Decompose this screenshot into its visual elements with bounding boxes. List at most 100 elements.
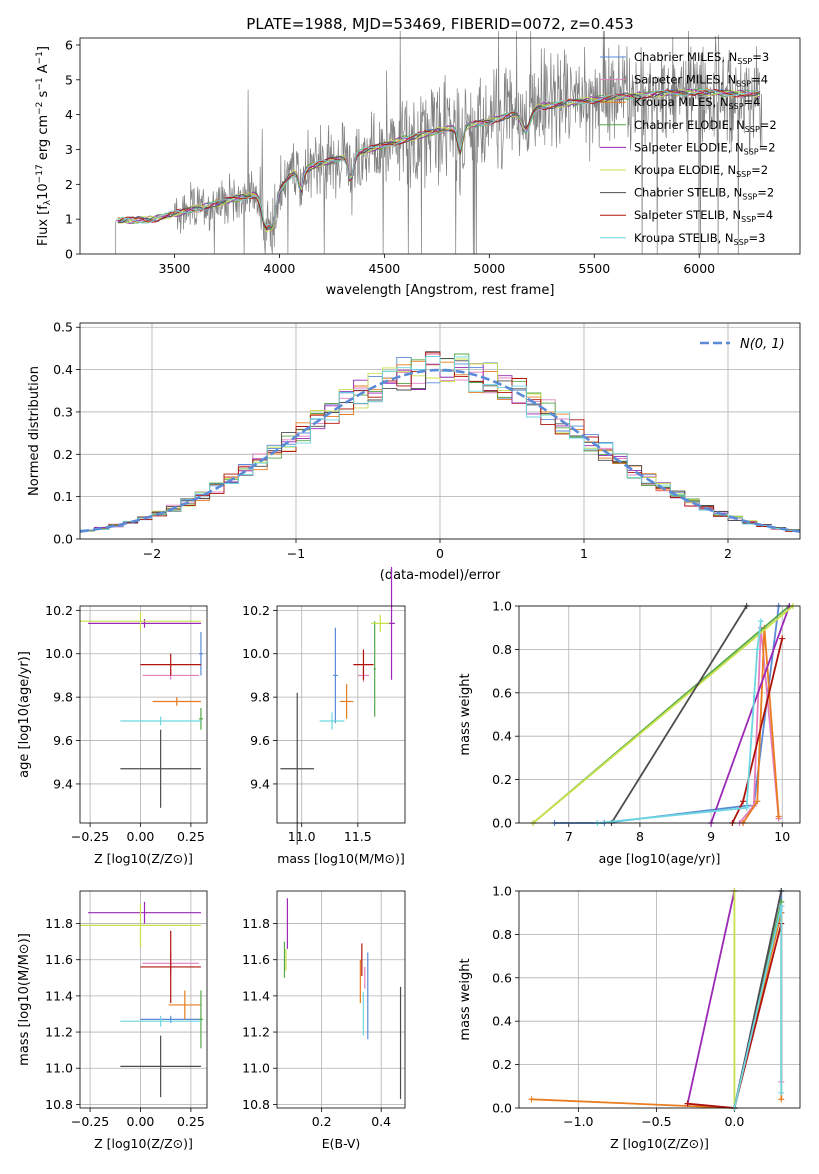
weight-marker: [754, 798, 761, 805]
y-tick-label: 10.8: [242, 1097, 270, 1112]
y-axis-label: mass [log10(M/M⊙)]: [17, 933, 32, 1066]
gaussian-curve: [79, 368, 801, 533]
residual-ticks: −2 −1 0 1 2 0.0 0.1 0.2 0.3 0.4 0.5: [53, 320, 732, 561]
weight-line-salpeter-elodie: [710, 605, 791, 824]
legend-entry-value: =2: [759, 140, 776, 154]
legend-entry-label: Salpeter STELIB, N: [634, 208, 741, 222]
y-axis-label: mass weight: [458, 673, 473, 755]
weight-line-kroupa-stelib: [597, 621, 762, 824]
y-tick-label: 0.8: [492, 642, 512, 657]
age-vs-mass-panel: 11.0 11.5 9.4 9.6 9.8 10.0 10.2 mass [log10(M/M…: [242, 566, 406, 866]
grid: [80, 606, 207, 823]
weight-marker: [740, 798, 747, 805]
spectrum-data: [115, 30, 763, 255]
y-tick-label: 10.2: [45, 603, 73, 618]
spectrum-frame: [79, 37, 801, 255]
legend-entry-sub: SSP: [744, 147, 759, 156]
weight-line-salpeter-miles: [738, 627, 780, 824]
legend-entry-sub: SSP: [736, 80, 751, 89]
x-axis-label: Z [log10(Z/Z⊙)]: [610, 1136, 709, 1151]
x-tick-label: 5500: [578, 261, 610, 276]
y-tick-label: 1.0: [492, 884, 512, 899]
y-tick-label: 11.0: [45, 1061, 73, 1076]
y-tick-label: 0.4: [492, 729, 512, 744]
weight-line-kroupa-stelib: [733, 905, 783, 1109]
legend-entry-value: =2: [760, 118, 777, 132]
y-tick-label: 0.1: [53, 489, 73, 504]
legend-entry-value: =4: [756, 208, 773, 222]
residual-histogram-kroupa-stelib: [80, 356, 800, 532]
x-tick-label: 5000: [473, 261, 505, 276]
weight-line-chabrier-stelib: [610, 605, 748, 824]
legend-entry-label: Salpeter ELODIE, N: [634, 140, 744, 154]
x-tick-label: 0: [436, 546, 444, 561]
y-tick-label: 11.8: [242, 916, 270, 931]
x-tick-label: 1: [580, 546, 588, 561]
y-tick-label: 0.4: [492, 1014, 512, 1029]
residual-ylabel: Normed distribution: [27, 366, 42, 496]
x-tick-label: 0.4: [371, 1114, 391, 1129]
legend-entry: Kroupa ELODIE, NSSP=2: [634, 163, 768, 179]
y-tick-label: 11.4: [45, 988, 73, 1003]
y-tick-label: 11.0: [242, 1061, 270, 1076]
legend-entry-value: =3: [752, 50, 769, 64]
x-axis-label: age [log10(age/yr)]: [599, 851, 721, 866]
residual-legend: N(0, 1): [700, 337, 785, 352]
x-tick-label: −0.25: [71, 1114, 109, 1129]
y-tick-label: 0.2: [492, 772, 512, 787]
y-tick-label: 11.4: [242, 988, 270, 1003]
spectrum-xlabel: wavelength [Angstrom, rest frame]: [326, 283, 555, 298]
legend-entry-sub: SSP: [737, 57, 752, 66]
y-tick-label: 10.0: [242, 646, 270, 661]
x-tick-label: 7: [565, 829, 573, 844]
legend-entry: Salpeter MILES, NSSP=4: [634, 73, 768, 89]
legend-entry-value: =3: [749, 231, 766, 245]
legend-entry: Kroupa STELIB, NSSP=3: [634, 231, 765, 247]
panel-frame: [276, 605, 406, 824]
weight-marker: [778, 1089, 785, 1096]
panel-frame: [79, 890, 208, 1109]
ticks: −1.0 −0.5 0.0 0.0 0.2 0.4 0.6 0.8 1.0: [492, 884, 744, 1130]
legend-entry-sub: SSP: [734, 238, 749, 247]
legend-entry-value: =4: [744, 95, 761, 109]
y-tick-label: 0.0: [53, 532, 73, 547]
spectrum-ylabel: Flux [fλ10−17 erg cm−2 s−1 A−1]: [35, 46, 53, 246]
x-tick-label: −1: [287, 546, 305, 561]
legend-entry-label: Chabrier STELIB, N: [634, 186, 742, 200]
y-tick-label: 9.6: [53, 733, 73, 748]
legend-entry-label: Salpeter MILES, N: [634, 73, 736, 87]
x-tick-label: 0.25: [177, 829, 205, 844]
legend-entry: Salpeter ELODIE, NSSP=2: [634, 140, 776, 156]
y-tick-label: 10.8: [45, 1097, 73, 1112]
y-tick-label: 0.0: [492, 816, 512, 831]
x-tick-label: −0.5: [641, 1114, 671, 1129]
weight-line-kroupa-elodie: [532, 605, 794, 824]
weight-marker: [757, 618, 764, 625]
y-tick-label: 0.5: [53, 320, 73, 335]
legend-entry-value: =4: [751, 73, 768, 87]
x-tick-label: 4500: [368, 261, 400, 276]
y-tick-label: 0.3: [53, 404, 73, 419]
legend-entry-label: Chabrier ELODIE, N: [634, 118, 745, 132]
gaussian-legend-label: N(0, 1): [740, 337, 785, 352]
x-axis-label: Z [log10(Z/Z⊙)]: [94, 851, 193, 866]
panel-frame: [79, 605, 208, 824]
weight-vs-age-panel: 7 8 9 10 0.0 0.2 0.4 0.6 0.8 1.0 age [log10(age/yr…: [458, 599, 801, 866]
y-tick-label: 0.2: [492, 1057, 512, 1072]
legend-entry-label: Kroupa MILES, N: [634, 95, 729, 109]
weight-marker: [684, 1100, 691, 1107]
legend-entry: Chabrier STELIB, NSSP=2: [634, 186, 774, 202]
y-axis-label: mass weight: [458, 958, 473, 1040]
y-tick-label: 0.4: [53, 362, 73, 377]
legend-entry: Kroupa MILES, NSSP=4: [634, 95, 760, 111]
residual-histogram-kroupa-elodie: [80, 358, 800, 532]
grid: [80, 891, 207, 1108]
weight-marker: [778, 903, 785, 910]
grid: [277, 891, 405, 1108]
y-tick-label: 5: [65, 72, 73, 87]
x-tick-label: 0.00: [127, 1114, 155, 1129]
ticks: 11.0 11.5 9.4 9.6 9.8 10.0 10.2: [242, 603, 372, 844]
weight-line-salpeter-elodie: [686, 890, 736, 1104]
grid: [277, 606, 405, 823]
